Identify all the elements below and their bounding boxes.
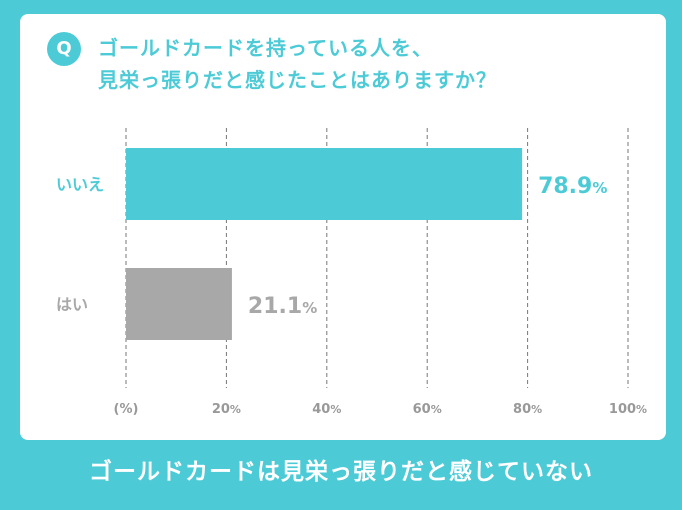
x-tick-label-100: 100%: [609, 402, 647, 417]
value-label-1: 21.1%: [248, 294, 317, 319]
bar-chart: いいえ 78.9% はい 21.1% (%) 20% 40% 60% 80% 100%: [56, 128, 647, 417]
x-unit-label: (%): [114, 402, 139, 417]
category-label-0: いいえ: [56, 175, 104, 194]
conclusion-banner: ゴールドカードは見栄っ張りだと感じていない: [89, 459, 593, 485]
result-card: Q ゴールドカードを持っている人を、 見栄っ張りだと感じたことはありますか？: [20, 14, 666, 440]
question-line-2: 見栄っ張りだと感じたことはありますか？: [98, 68, 497, 92]
x-tick-label-20: 20%: [212, 402, 241, 417]
x-tick-label-80: 80%: [513, 402, 542, 417]
value-label-0: 78.9%: [538, 174, 607, 199]
x-tick-label-60: 60%: [413, 402, 442, 417]
question-badge: Q: [47, 32, 81, 66]
x-tick-label-40: 40%: [312, 402, 341, 417]
bar-0: [126, 148, 523, 220]
bar-1: [126, 268, 232, 340]
question-line-1: ゴールドカードを持っている人を、: [98, 36, 433, 60]
question-text: ゴールドカードを持っている人を、 見栄っ張りだと感じたことはありますか？: [98, 32, 638, 96]
category-label-1: はい: [56, 295, 88, 314]
